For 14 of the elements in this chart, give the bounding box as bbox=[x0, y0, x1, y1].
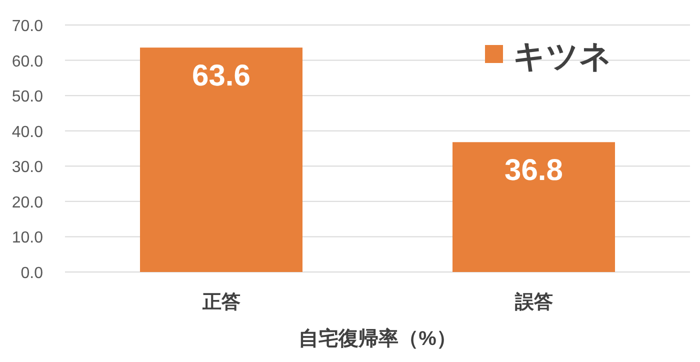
y-tick-label: 50.0 bbox=[12, 88, 44, 106]
data-label: 36.8 bbox=[504, 154, 563, 188]
y-tick-label: 40.0 bbox=[12, 124, 44, 141]
y-tick-label: 60.0 bbox=[12, 53, 44, 70]
data-label: 63.6 bbox=[192, 60, 250, 93]
y-tick-label: 0.0 bbox=[20, 265, 44, 282]
legend-label: キツネ bbox=[513, 38, 612, 74]
y-tick-label: 30.0 bbox=[12, 159, 44, 176]
y-tick-label: 70.0 bbox=[12, 18, 44, 35]
x-tick-label: 誤答 bbox=[514, 291, 553, 313]
y-tick-label: 20.0 bbox=[12, 194, 44, 212]
y-tick-label: 10.0 bbox=[12, 230, 44, 247]
x-tick-label: 正答 bbox=[201, 292, 240, 313]
x-axis-title: 自宅復帰率（%） bbox=[298, 327, 456, 350]
